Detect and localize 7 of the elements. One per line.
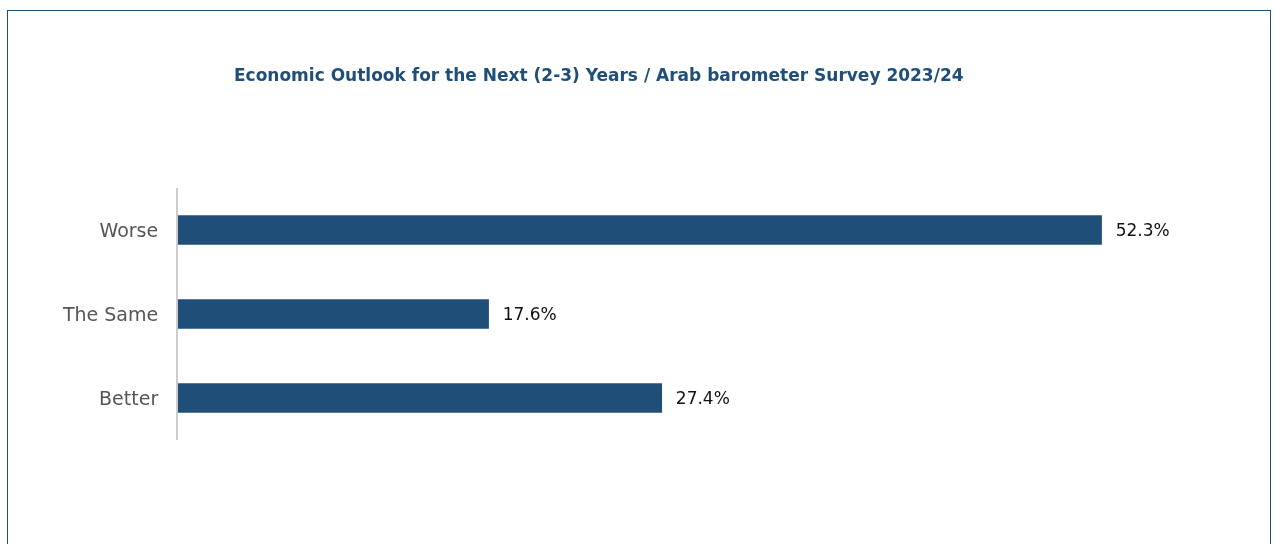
chart-title: Economic Outlook for the Next (2-3) Years / Arab barometer Survey 2023/24: [233, 65, 964, 86]
data-label: 27.4%: [665, 388, 730, 408]
y-tick-label: Better: [99, 386, 159, 409]
y-tick-label: The Same: [61, 302, 159, 325]
data-label: 17.6%: [491, 304, 557, 324]
data-label: 52.3%: [1104, 220, 1170, 240]
y-tick-label: Worse: [99, 218, 159, 241]
